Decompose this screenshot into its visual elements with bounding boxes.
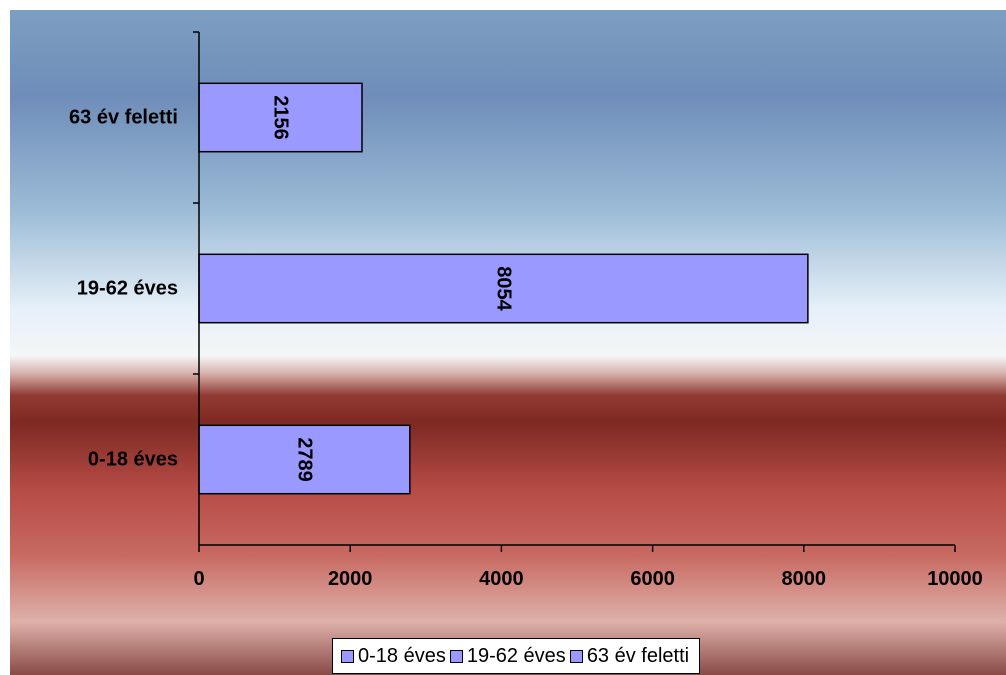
legend-swatch	[449, 649, 463, 663]
legend-item: 19-62 éves	[449, 644, 566, 668]
legend: 0-18 éves 19-62 éves 63 év feletti	[332, 638, 701, 674]
legend-swatch	[569, 649, 583, 663]
x-tick-label: 2000	[328, 568, 373, 590]
category-label: 19-62 éves	[77, 278, 178, 300]
legend-label: 0-18 éves	[358, 644, 446, 667]
legend-swatch	[341, 649, 354, 663]
data-label: 8054	[492, 266, 514, 311]
category-label: 63 év feletti	[69, 107, 178, 129]
bar	[198, 253, 809, 324]
legend-label: 19-62 éves	[466, 644, 566, 667]
legend-item: 63 év feletti	[569, 644, 690, 668]
x-tick-label: 6000	[630, 568, 675, 590]
data-label: 2789	[293, 437, 315, 482]
chart-background	[10, 10, 1006, 675]
x-tick-label: 4000	[479, 568, 524, 590]
bar-chart: 2789 0-18 éves 8054 19-62 éves 2156 63 év fel…	[10, 10, 1006, 675]
chart-frame: 2789 0-18 éves 8054 19-62 éves 2156 63 év fel…	[10, 10, 1006, 675]
category-label: 0-18 éves	[88, 449, 178, 471]
x-tick-label: 10000	[927, 568, 983, 590]
x-tick-label: 0	[193, 568, 204, 590]
data-label: 2156	[269, 95, 291, 140]
x-tick-label: 8000	[782, 568, 827, 590]
legend-label: 63 év feletti	[586, 644, 690, 667]
legend-item: 0-18 éves	[341, 645, 446, 668]
bar	[198, 82, 363, 153]
bar	[198, 424, 411, 495]
